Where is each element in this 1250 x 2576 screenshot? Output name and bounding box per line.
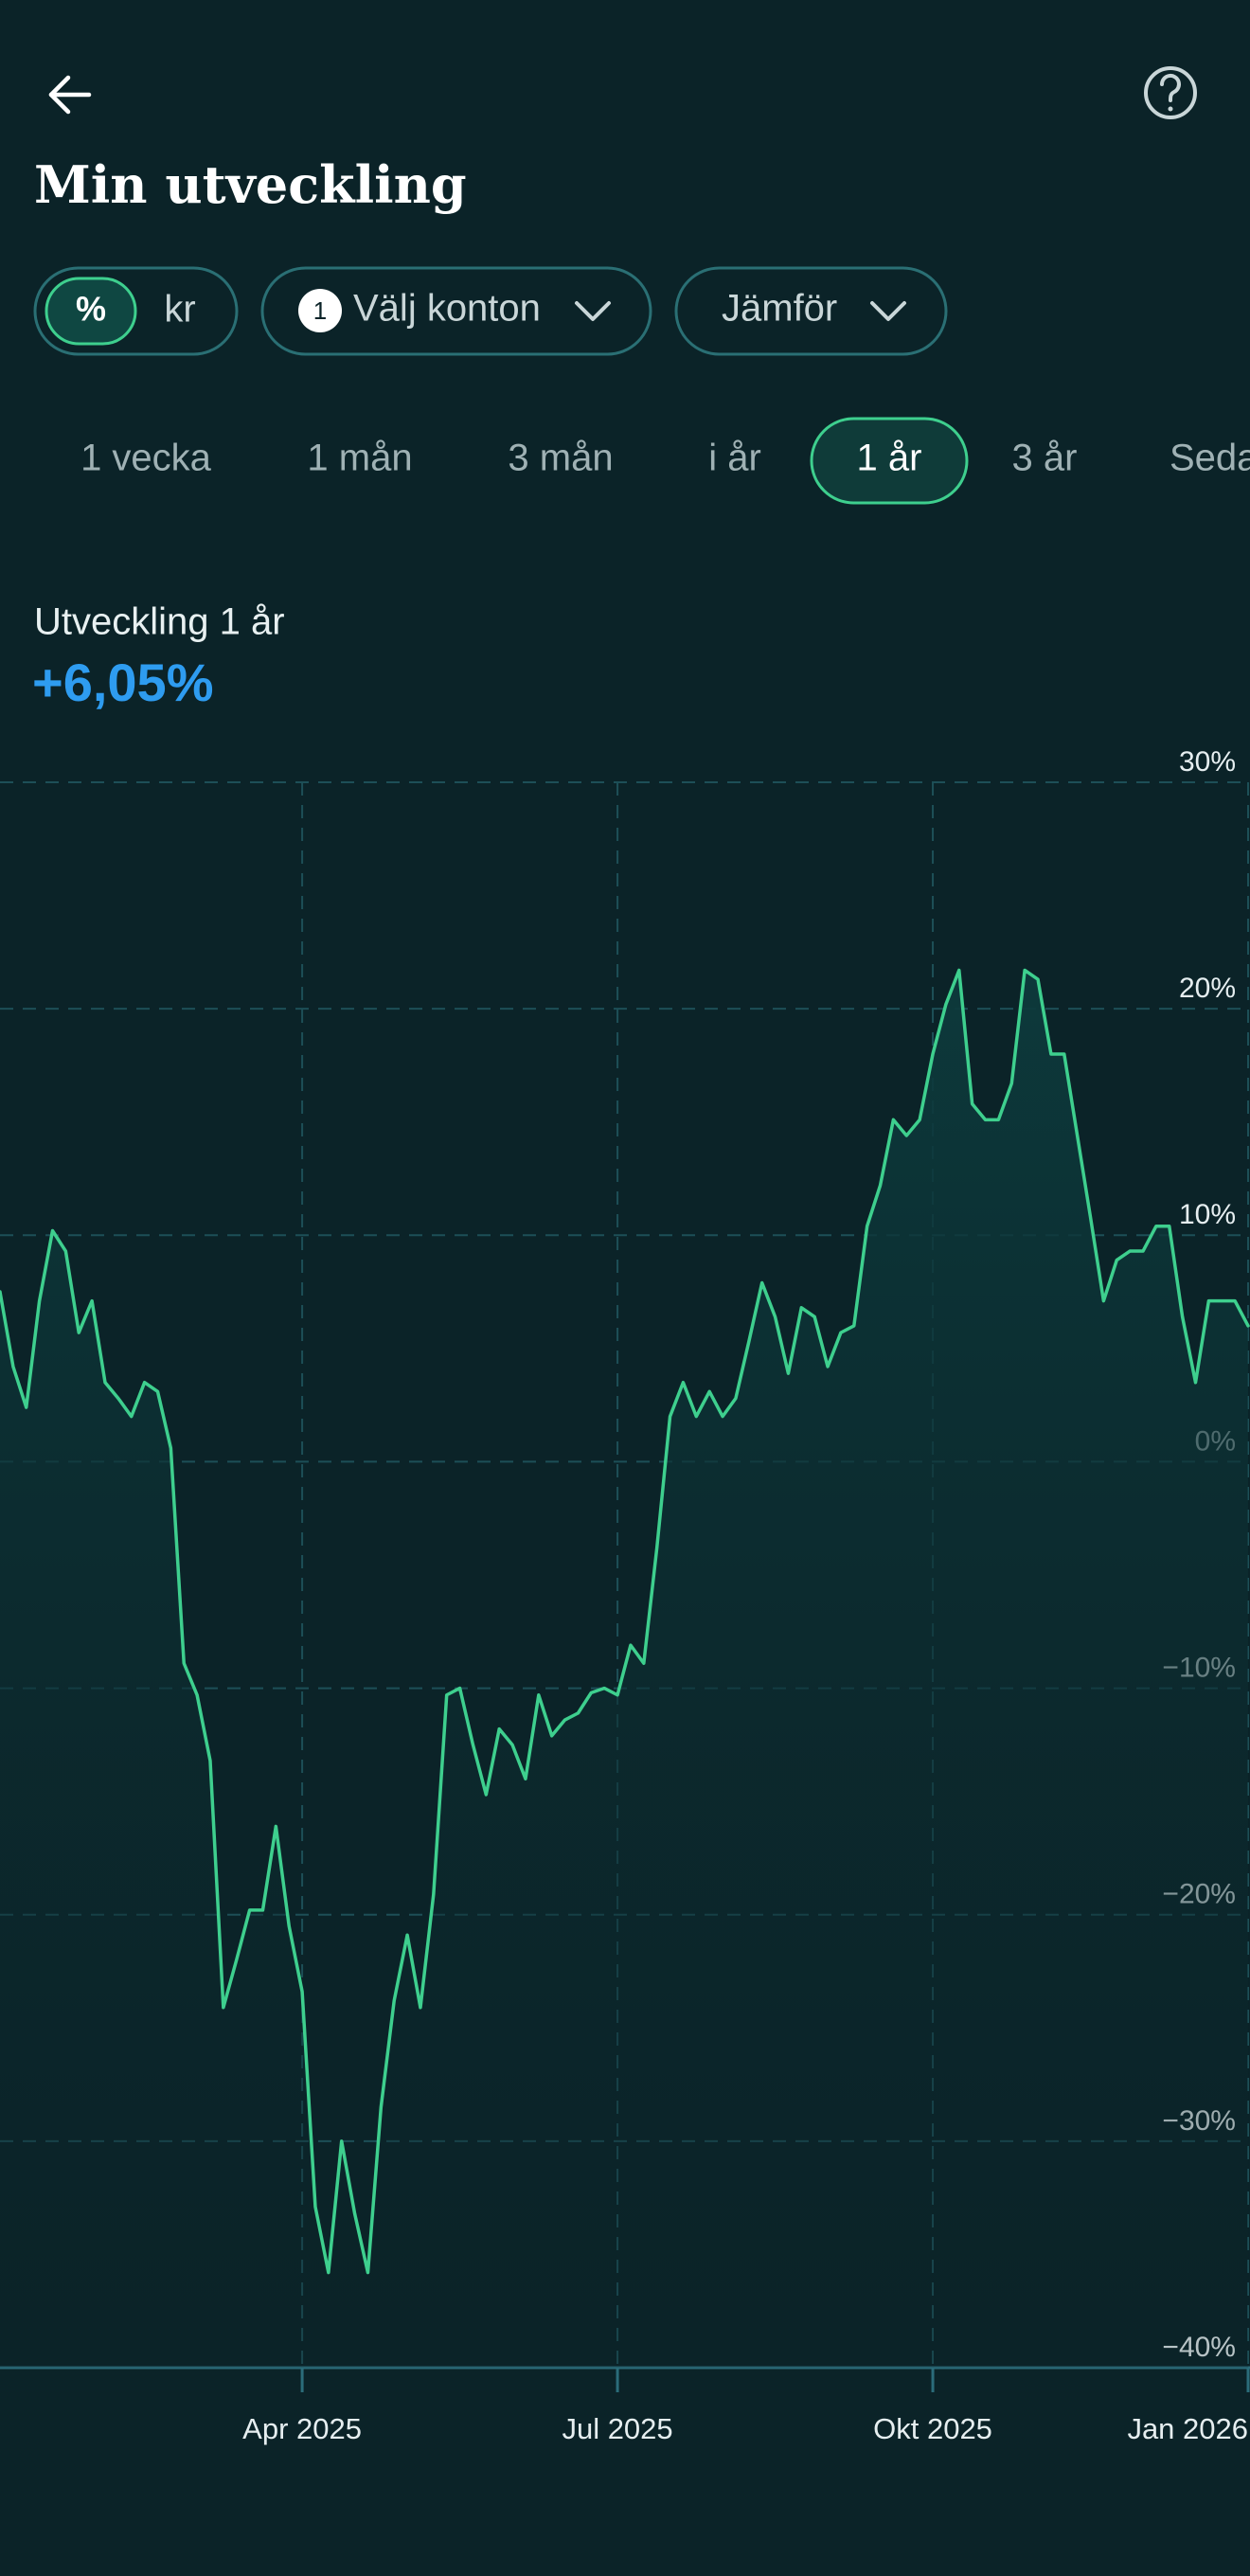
compare-label[interactable]: Jämför [722,288,837,330]
compare-chip[interactable]: Jämför [674,266,948,356]
period-tab[interactable]: 1 år [857,438,922,479]
period-tab[interactable]: 3 mån [508,438,613,479]
y-tick-label: 20% [1179,973,1236,1004]
back-button[interactable] [48,75,92,115]
page-title: Min utveckling [34,154,467,215]
x-tick-label: Jan 2026 [1127,2412,1248,2445]
x-tick-label: Okt 2025 [873,2412,992,2445]
account-badge: 1 [313,296,327,325]
unit-percent[interactable]: % [76,290,106,329]
y-tick-label: 10% [1179,1199,1236,1230]
summary-label: Utveckling 1 år [34,601,285,643]
unit-toggle[interactable]: % kr [33,266,239,356]
unit-kr[interactable]: kr [164,289,195,331]
period-tab[interactable]: 1 mån [307,438,412,479]
x-tick-label: Jul 2025 [562,2412,672,2445]
period-tab[interactable]: 1 vecka [80,438,212,479]
accounts-label[interactable]: Välj konton [353,288,541,330]
period-tab[interactable]: Seda [1170,438,1250,479]
line-area [0,970,1248,2368]
y-tick-label: 30% [1179,746,1236,778]
period-tab[interactable]: 3 år [1012,438,1078,479]
summary-value: +6,05% [32,653,214,712]
line [0,968,1250,2275]
period-selected-pill [810,417,969,505]
accounts-chip[interactable]: 1 Välj konton [260,266,652,356]
help-button[interactable] [1144,66,1197,119]
x-tick-label: Apr 2025 [242,2412,362,2445]
period-tab[interactable]: i år [708,438,761,479]
